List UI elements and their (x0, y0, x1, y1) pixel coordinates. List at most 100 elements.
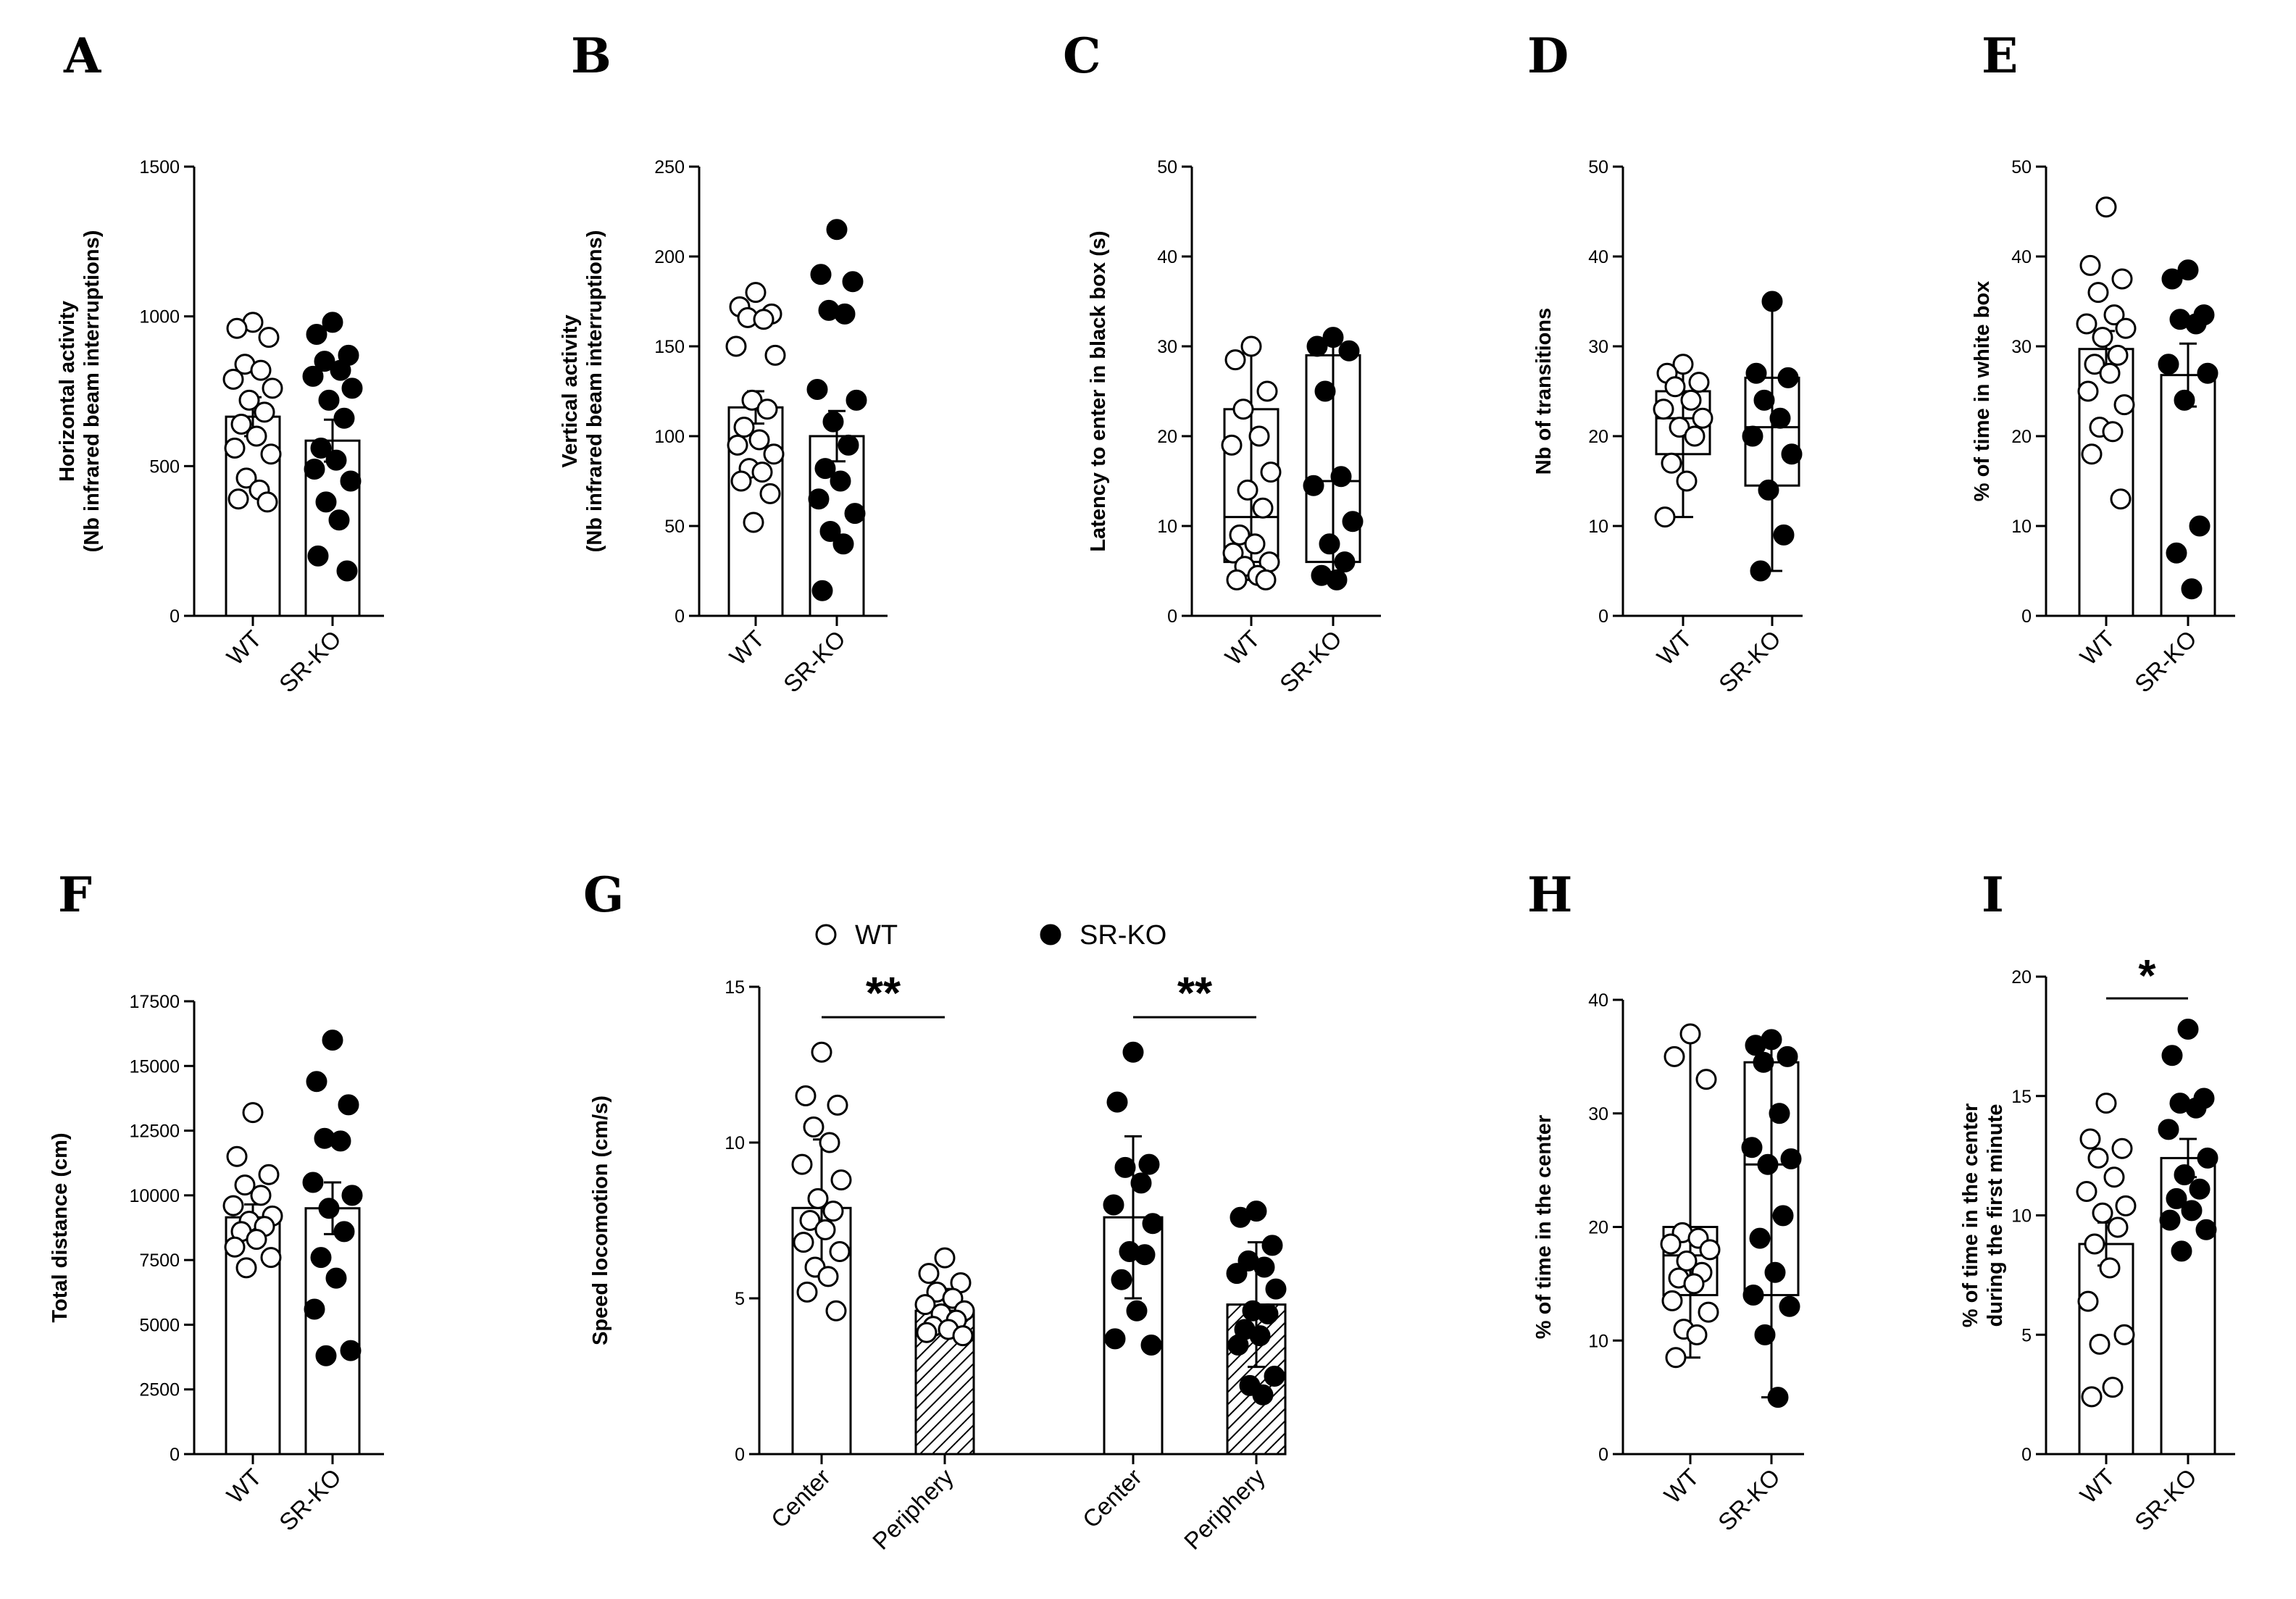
data-point (1654, 506, 1676, 528)
data-point (2095, 1093, 2117, 1114)
data-point (1265, 1278, 1287, 1300)
x-tick-label-wt: WT (1652, 625, 1697, 670)
data-point (1769, 1103, 1790, 1124)
data-point (328, 509, 350, 531)
y-tick-label: 0 (170, 606, 180, 627)
data-point (741, 389, 763, 411)
y-axis-label-line: Nb of transitions (1532, 308, 1556, 475)
data-point (246, 1229, 267, 1251)
data-point (330, 1130, 351, 1152)
data-point (1106, 1091, 1128, 1113)
y-tick-label: 40 (1588, 247, 1608, 267)
data-point (2189, 515, 2211, 537)
data-point (1142, 1213, 1164, 1235)
data-point (2095, 196, 2117, 218)
data-point (791, 1153, 813, 1175)
data-point (341, 377, 363, 399)
data-point (2161, 268, 2183, 290)
data-point (914, 1294, 936, 1316)
data-point (2089, 1333, 2111, 1355)
data-point (733, 417, 755, 438)
data-point (2166, 1187, 2187, 1209)
data-point (235, 1257, 257, 1279)
y-axis-label-line: Total distance (cm) (49, 1132, 72, 1322)
y-tick-label: 15 (2011, 1087, 2032, 1107)
data-point (808, 488, 830, 510)
panel-i: I 0 5 10 15 20 % of time in the centerduring t… (1959, 867, 2235, 1536)
significance-label: ** (1177, 969, 1213, 1019)
data-point (1664, 376, 1686, 398)
data-point (1226, 1263, 1248, 1285)
data-point (1741, 1137, 1763, 1158)
data-point (2177, 259, 2199, 281)
y-tick-label: 2500 (139, 1380, 180, 1400)
data-point (2084, 1233, 2105, 1255)
y-tick-label: 30 (1588, 1104, 1608, 1124)
data-point (1672, 354, 1694, 375)
y-tick-label: 20 (1157, 427, 1177, 447)
data-point (2115, 317, 2137, 339)
y-tick-label: 17500 (129, 992, 180, 1012)
data-point (318, 389, 340, 411)
data-point (1653, 398, 1674, 420)
y-tick-label: 30 (2011, 337, 2032, 357)
data-point (242, 1102, 264, 1124)
data-point (1663, 1045, 1685, 1067)
data-point (756, 398, 778, 420)
x-tick-label-sr-ko: SR-KO (2129, 625, 2202, 698)
data-point (1227, 1335, 1249, 1356)
y-tick-label: 12500 (129, 1122, 180, 1142)
data-point (2087, 1147, 2109, 1169)
panel-f: F 0 2500 5000 7500 10000 12500 15000 17500 Total … (49, 867, 384, 1536)
x-tick-label-sr-ko: SR-KO (1713, 625, 1786, 698)
data-point (725, 335, 747, 357)
data-point (258, 327, 280, 348)
data-point (235, 467, 257, 489)
data-point (1781, 443, 1803, 465)
data-point (333, 1221, 355, 1243)
data-point (1111, 1269, 1132, 1290)
data-point (2185, 1097, 2207, 1119)
y-tick-label: 500 (149, 456, 180, 477)
data-point (2077, 380, 2099, 402)
data-point (1695, 1069, 1717, 1090)
y-tick-label: 5 (2021, 1325, 2032, 1345)
data-point (2171, 1240, 2192, 1262)
data-point (730, 470, 752, 492)
data-point (1769, 407, 1791, 429)
data-point (1306, 335, 1328, 357)
data-point (1114, 1156, 1136, 1178)
y-tick-label: 40 (2011, 247, 2032, 267)
y-axis-label-line: Horizontal activity (56, 301, 79, 482)
data-point (1326, 569, 1348, 590)
x-tick-label-wt: WT (2075, 625, 2120, 670)
data-point (806, 379, 828, 401)
y-tick-label: 40 (1588, 990, 1608, 1011)
data-point (1699, 1239, 1721, 1261)
data-point (814, 1219, 836, 1240)
data-point (333, 407, 355, 429)
y-tick-label: 0 (1598, 1445, 1608, 1465)
data-point (1753, 1051, 1774, 1073)
data-point (234, 1174, 256, 1196)
data-point (338, 1094, 359, 1116)
data-point (810, 264, 832, 285)
data-point (222, 368, 244, 390)
data-point (230, 413, 252, 435)
panel-label-f: F (58, 867, 92, 923)
data-point (1232, 398, 1254, 420)
y-axis-label: % of time in white box (1971, 281, 1994, 502)
data-point (1334, 551, 1356, 573)
data-point (2185, 313, 2207, 335)
panel-h: H 0 10 20 30 40 % of time in the center WT SR-KO (1527, 867, 1804, 1536)
data-point (2111, 1137, 2133, 1159)
data-point (830, 470, 851, 492)
y-tick-label: 10 (1588, 517, 1608, 537)
data-point (2166, 542, 2187, 564)
data-point (1676, 1251, 1698, 1272)
panel-label-d: D (1527, 28, 1569, 84)
data-point (832, 533, 854, 555)
data-point (814, 458, 836, 480)
x-tick-label-sr-ko: SR-KO (1713, 1464, 1785, 1536)
